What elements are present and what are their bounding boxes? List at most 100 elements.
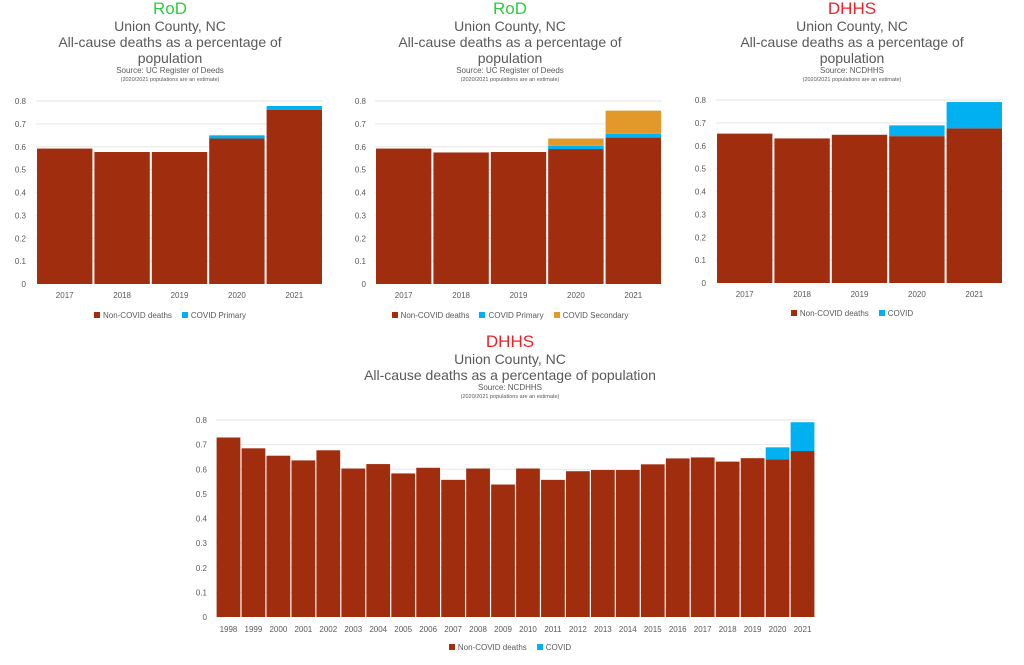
- bar-non-covid-deaths: [491, 484, 515, 617]
- y-tick-label: 0.4: [695, 188, 707, 197]
- title-main-cont: population: [819, 50, 885, 66]
- y-tick-label: 0.5: [695, 165, 707, 174]
- x-tick-label: 2001: [294, 625, 312, 634]
- legend-swatch: [181, 312, 188, 318]
- legend-swatch: [878, 310, 885, 316]
- plot-area: 0 0.1 0.2 0.3 0.4 0.5 0.6 0.7 0.8 2017 2018 2019 202…: [15, 97, 323, 300]
- x-tick-label: 2007: [444, 625, 462, 634]
- legend-swatch: [93, 312, 100, 318]
- bar-non-covid-deaths: [441, 479, 465, 617]
- legend-item: COVID Primary: [479, 311, 544, 320]
- y-tick-label: 0.1: [15, 257, 27, 266]
- legend-item: Non-COVID deaths: [93, 311, 172, 320]
- x-tick-label: 2002: [319, 625, 337, 634]
- bar-non-covid-deaths: [209, 138, 265, 284]
- bar-non-covid-deaths: [548, 149, 604, 284]
- bar-non-covid-deaths: [466, 468, 490, 617]
- x-tick-label: 2020: [769, 625, 787, 634]
- x-tick-label: 2015: [644, 625, 662, 634]
- y-tick-label: 0.3: [355, 211, 367, 220]
- chart-dhhs-5yr: DHHS Union County, NC All-cause deaths a…: [680, 0, 1024, 330]
- bar-non-covid-deaths: [516, 468, 540, 617]
- legend-label: Non-COVID deaths: [799, 309, 869, 318]
- legend-item: COVID: [536, 643, 571, 652]
- bar-non-covid-deaths: [241, 448, 266, 617]
- bar-non-covid-deaths: [37, 148, 93, 284]
- x-tick-label: 2005: [394, 625, 412, 634]
- x-tick-label: 2018: [452, 291, 470, 300]
- y-tick-label: 0.4: [196, 515, 208, 524]
- y-tick-label: 0.7: [15, 120, 27, 129]
- bar-non-covid-deaths: [266, 109, 322, 284]
- bar-non-covid-deaths: [266, 455, 291, 617]
- y-tick-label: 0.6: [695, 142, 707, 151]
- bar-non-covid-deaths: [774, 138, 830, 283]
- title-main: All-cause deaths as a percentage of: [58, 34, 282, 50]
- y-tick-label: 0.5: [15, 166, 27, 175]
- y-tick-label: 0.1: [695, 256, 707, 265]
- x-tick-label: 2003: [344, 625, 362, 634]
- bar-non-covid-deaths: [717, 133, 773, 283]
- x-tick-label: 2019: [510, 291, 528, 300]
- bar-non-covid-deaths: [590, 469, 615, 617]
- x-tick-label: 2017: [395, 291, 413, 300]
- bar-non-covid-deaths: [366, 464, 391, 617]
- bar-non-covid-deaths: [765, 459, 790, 617]
- y-tick-label: 0.5: [355, 166, 367, 175]
- x-tick-label: 2020: [228, 291, 246, 300]
- plot-area: 0 0.1 0.2 0.3 0.4 0.5 0.6 0.7 0.8 2017 2018 2019 202…: [695, 96, 1003, 299]
- bar-non-covid-deaths: [151, 152, 208, 284]
- x-tick-label: 1998: [220, 625, 238, 634]
- x-tick-label: 1999: [245, 625, 263, 634]
- y-tick-label: 0.8: [15, 97, 27, 106]
- org-label: RoD: [152, 0, 187, 18]
- title-main-cont: population: [477, 50, 543, 66]
- legend-item: COVID: [878, 309, 913, 318]
- bar-covid-primary: [209, 135, 265, 139]
- bar-non-covid-deaths: [391, 473, 416, 617]
- plot-area: 0 0.1 0.2 0.3 0.4 0.5 0.6 0.7 0.8 1998 1999 2000 200…: [196, 416, 815, 634]
- bar-covid-secondary: [548, 138, 604, 146]
- legend-swatch: [553, 312, 560, 318]
- bar-covid: [790, 422, 815, 452]
- y-tick-label: 0.8: [196, 416, 208, 425]
- legend-label: COVID Primary: [190, 311, 247, 320]
- bar-non-covid-deaths: [715, 461, 740, 617]
- y-tick-label: 0.3: [15, 211, 27, 220]
- y-tick-label: 0.1: [355, 257, 367, 266]
- bar-non-covid-deaths: [566, 471, 590, 617]
- x-tick-label: 2004: [369, 625, 387, 634]
- bar-covid-primary: [605, 133, 661, 138]
- legend-label: Non-COVID deaths: [400, 311, 470, 320]
- legend-item: Non-COVID deaths: [391, 311, 470, 320]
- x-tick-label: 2019: [851, 290, 869, 299]
- legend-item: COVID Primary: [181, 311, 247, 320]
- bar-non-covid-deaths: [216, 437, 241, 617]
- x-tick-label: 2020: [567, 291, 585, 300]
- bar-non-covid-deaths: [740, 458, 765, 617]
- bar-covid: [946, 102, 1002, 129]
- x-tick-label: 2016: [669, 625, 687, 634]
- bar-covid: [765, 447, 790, 460]
- x-tick-label: 2019: [171, 291, 189, 300]
- x-tick-label: 2019: [744, 625, 762, 634]
- x-tick-label: 2011: [544, 625, 562, 634]
- legend: Non-COVID deaths COVID: [190, 643, 830, 652]
- plot-area: 0 0.1 0.2 0.3 0.4 0.5 0.6 0.7 0.8 2017 2018 2019 202…: [355, 97, 662, 300]
- x-tick-label: 2017: [736, 290, 754, 299]
- legend-item: Non-COVID deaths: [448, 643, 527, 652]
- bar-non-covid-deaths: [291, 460, 316, 617]
- y-tick-label: 0.2: [355, 234, 367, 243]
- x-tick-label: 2018: [719, 625, 737, 634]
- y-tick-label: 0.3: [196, 539, 208, 548]
- y-tick-label: 0.6: [196, 465, 208, 474]
- bar-non-covid-deaths: [889, 136, 945, 283]
- legend-swatch: [391, 312, 398, 318]
- x-tick-label: 2009: [494, 625, 512, 634]
- bar-covid: [889, 125, 945, 137]
- y-tick-label: 0.7: [355, 120, 367, 129]
- y-tick-label: 0.2: [695, 233, 707, 242]
- x-tick-label: 2018: [113, 291, 131, 300]
- x-tick-label: 2021: [794, 625, 812, 634]
- legend: Non-COVID deaths COVID: [680, 309, 1024, 318]
